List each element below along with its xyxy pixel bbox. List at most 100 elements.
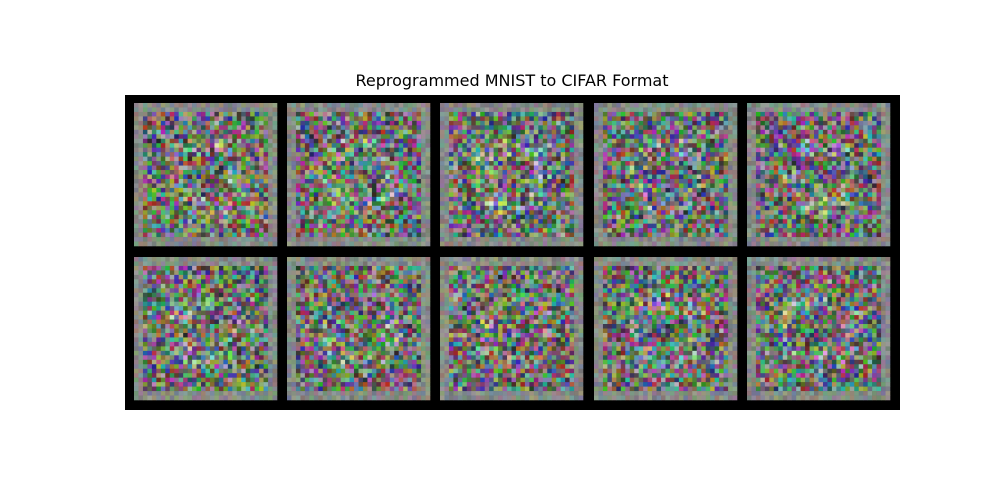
pixel [520,165,526,171]
pixel [827,120,833,126]
pixel [138,232,144,238]
pixel [322,196,328,202]
pixel [480,232,485,238]
pixel [529,143,535,148]
pixel [218,138,224,144]
pixel [796,152,801,157]
pixel [565,152,570,157]
pixel [782,111,788,117]
pixel [638,116,644,122]
pixel [263,111,269,117]
pixel [796,107,801,113]
pixel [223,210,229,216]
pixel [515,125,521,131]
pixel [692,103,698,108]
pixel [209,125,215,131]
pixel [647,161,653,166]
pixel [831,210,837,216]
pixel [362,183,368,189]
pixel [376,161,382,166]
pixel [209,103,215,108]
pixel [854,196,860,202]
pixel [336,214,341,220]
pixel [134,210,139,216]
pixel [489,161,494,166]
pixel [340,214,346,220]
pixel [529,161,535,166]
pixel [416,152,422,157]
pixel [643,192,648,198]
pixel [196,161,202,166]
pixel [858,143,864,148]
pixel [156,103,162,108]
pixel [551,201,557,207]
pixel [134,228,139,233]
pixel [502,120,508,126]
pixel [710,143,715,148]
pixel [836,138,842,144]
pixel [272,120,278,126]
pixel [187,201,193,207]
pixel [295,232,301,238]
pixel [728,214,733,220]
pixel [205,214,211,220]
pixel [462,103,468,108]
pixel [227,219,233,224]
pixel [674,125,680,131]
pixel [205,174,211,180]
pixel [502,237,508,242]
pixel [625,232,631,238]
pixel [425,143,431,148]
pixel [872,223,877,229]
pixel [669,183,675,189]
pixel [560,228,566,233]
pixel [448,178,454,184]
pixel [498,187,503,193]
pixel [287,170,292,175]
pixel [778,210,784,216]
pixel [569,228,575,233]
pixel [389,156,395,162]
pixel [782,161,788,166]
pixel [444,232,450,238]
pixel [389,120,395,126]
pixel [714,192,720,198]
pixel [192,161,197,166]
pixel [205,152,211,157]
pixel [440,116,445,122]
pixel [142,156,148,162]
pixel [259,232,264,238]
pixel [822,152,828,157]
pixel [263,170,269,175]
pixel [836,129,842,135]
pixel [560,178,566,184]
pixel [466,103,472,108]
pixel [502,152,508,157]
pixel [331,219,337,224]
pixel [747,161,752,166]
pixel [142,170,148,175]
pixel [755,111,761,117]
pixel [643,125,648,131]
pixel [371,232,377,238]
pixel [425,196,431,202]
pixel [643,219,648,224]
pixel [565,174,570,180]
pixel [876,116,882,122]
pixel [669,228,675,233]
pixel [533,183,539,189]
pixel [805,183,810,189]
pixel [710,183,715,189]
pixel [845,161,851,166]
pixel [250,103,255,108]
pixel [444,214,450,220]
pixel [398,129,404,135]
pixel [169,201,175,207]
pixel [569,116,575,122]
pixel [398,228,404,233]
pixel [380,156,386,162]
pixel [389,210,395,216]
pixel [322,120,328,126]
pixel [313,196,319,202]
pixel [313,170,319,175]
